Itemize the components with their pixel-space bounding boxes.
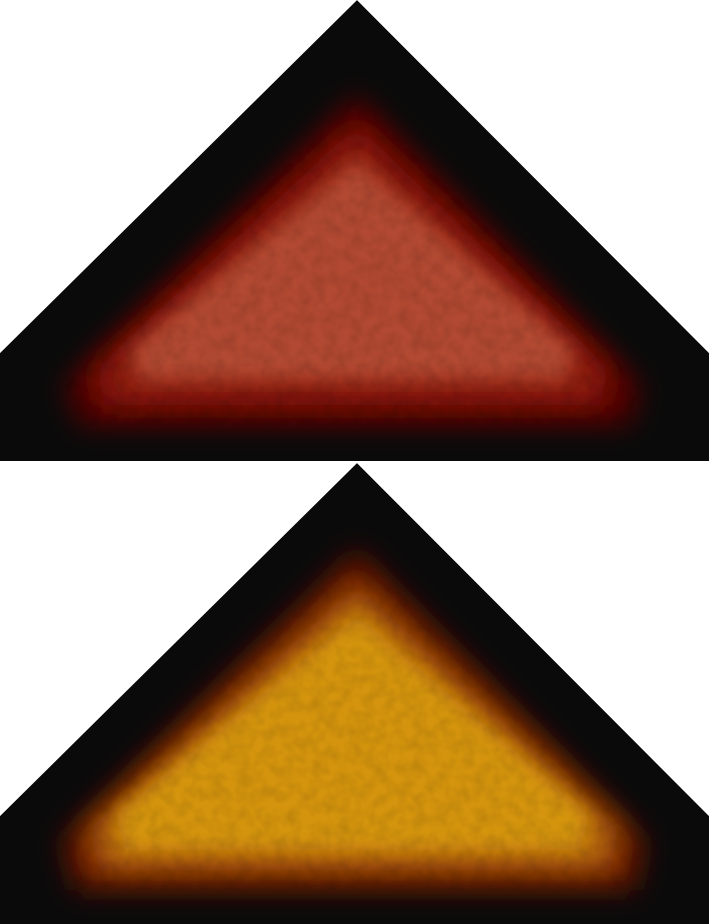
bottom-panel [0, 463, 709, 924]
top-panel [0, 0, 709, 461]
texture [65, 95, 640, 425]
texture [62, 550, 645, 890]
